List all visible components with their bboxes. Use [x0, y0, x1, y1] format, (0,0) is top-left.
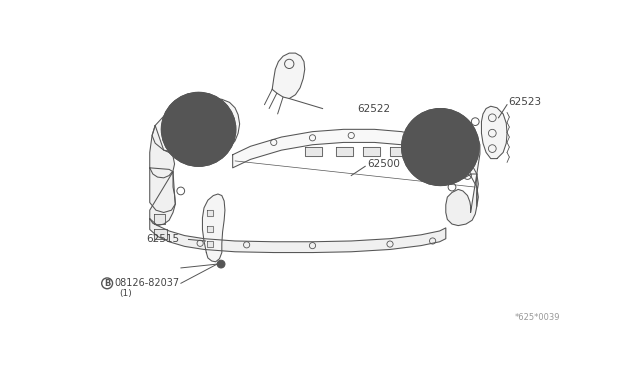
Polygon shape: [233, 129, 478, 206]
Polygon shape: [272, 53, 305, 99]
Polygon shape: [150, 125, 175, 178]
Text: (1): (1): [119, 289, 131, 298]
Polygon shape: [150, 168, 175, 212]
Polygon shape: [363, 147, 380, 156]
Polygon shape: [150, 172, 175, 225]
Polygon shape: [207, 225, 213, 232]
Polygon shape: [152, 99, 239, 158]
Text: B: B: [104, 279, 110, 288]
Polygon shape: [207, 241, 213, 247]
Polygon shape: [154, 230, 167, 240]
Circle shape: [217, 260, 225, 268]
Text: 08126-82037: 08126-82037: [114, 278, 179, 288]
Text: 62500: 62500: [367, 159, 399, 169]
Polygon shape: [150, 219, 446, 253]
Polygon shape: [202, 194, 225, 262]
Circle shape: [402, 109, 479, 186]
Text: *625*0039: *625*0039: [515, 313, 561, 322]
Polygon shape: [390, 147, 407, 156]
Text: 62515: 62515: [146, 234, 179, 244]
Text: 62523: 62523: [509, 97, 541, 108]
Polygon shape: [336, 147, 353, 156]
Polygon shape: [446, 174, 477, 225]
Polygon shape: [481, 106, 507, 158]
Polygon shape: [207, 210, 213, 217]
Polygon shape: [154, 214, 165, 224]
Polygon shape: [406, 116, 480, 180]
Polygon shape: [305, 147, 322, 156]
Text: 62522: 62522: [358, 103, 390, 113]
Circle shape: [161, 92, 236, 166]
